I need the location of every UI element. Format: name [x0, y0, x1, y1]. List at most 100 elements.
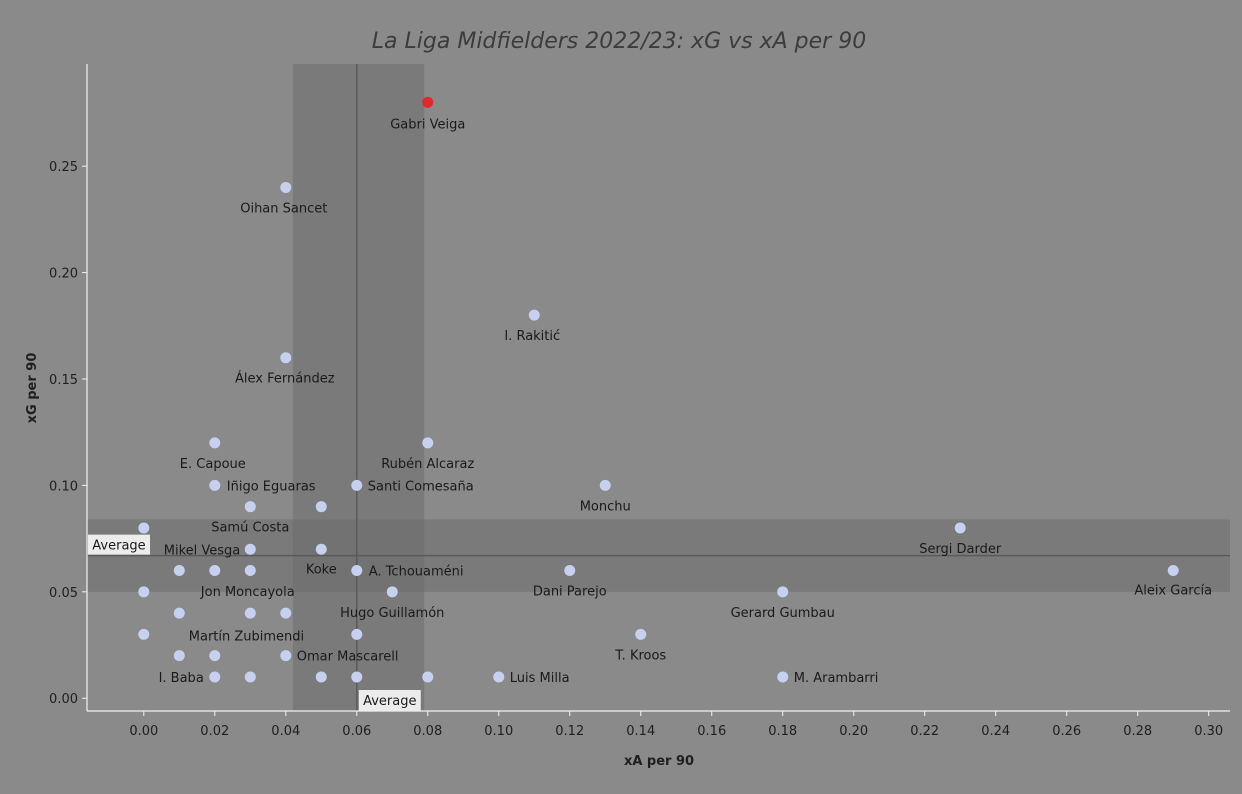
data-point: [244, 671, 256, 683]
x-tick-label: 0.02: [200, 724, 229, 739]
data-point: [493, 671, 505, 683]
point-label: Gabri Veiga: [390, 117, 465, 132]
average-bands: [87, 64, 1230, 711]
point-label: Oihan Sancet: [240, 201, 327, 216]
data-point: [209, 565, 221, 577]
point-label: T. Kroos: [614, 648, 666, 663]
x-tick-label: 0.16: [697, 724, 726, 739]
x-tick-label: 0.00: [129, 724, 158, 739]
point-label: Sergi Darder: [919, 542, 1002, 557]
point-label: Monchu: [580, 499, 631, 514]
data-point: [209, 650, 221, 662]
data-point: [280, 181, 292, 193]
data-point: [1167, 565, 1179, 577]
data-point: [315, 543, 327, 555]
data-point: [244, 543, 256, 555]
point-label: Gerard Gumbau: [731, 606, 835, 621]
data-point: [564, 565, 576, 577]
point-label: I. Baba: [159, 671, 204, 686]
point-label: Santi Comesaña: [368, 479, 474, 494]
data-point: [351, 671, 363, 683]
point-label: Luis Milla: [510, 671, 570, 686]
x-tick-label: 0.08: [413, 724, 442, 739]
y-tick-label: 0.00: [49, 692, 78, 707]
point-label: Aleix García: [1134, 584, 1212, 599]
y-tick-label: 0.05: [49, 586, 78, 601]
point-label: A. Tchouaméni: [369, 565, 464, 580]
point-label: Samú Costa: [211, 521, 289, 536]
x-tick-label: 0.12: [555, 724, 584, 739]
data-point: [351, 565, 363, 577]
y-tick-label: 0.25: [49, 160, 78, 175]
data-point: [280, 352, 292, 364]
data-point: [138, 522, 150, 534]
data-point: [209, 437, 221, 449]
y-axis-label: xG per 90: [25, 353, 40, 424]
y-tick-label: 0.10: [49, 479, 78, 494]
point-labels: Gabri Veiga Oihan Sancet I. Rakitić Álex Fe…: [159, 117, 1213, 686]
data-point: [173, 565, 185, 577]
x-tick-label: 0.26: [1052, 724, 1081, 739]
x-average-label: Average: [363, 694, 416, 709]
y-average-label: Average: [92, 539, 145, 554]
average-badges: Average Average: [88, 534, 421, 711]
data-point: [599, 479, 611, 491]
x-tick-label: 0.30: [1194, 724, 1223, 739]
x-tick-label: 0.10: [484, 724, 513, 739]
x-tick-label: 0.18: [768, 724, 797, 739]
data-point: [777, 586, 789, 598]
x-average-badge: [358, 690, 421, 711]
data-points: [138, 96, 1179, 683]
x-axis-label: xA per 90: [624, 754, 694, 769]
point-label: Omar Mascarell: [297, 650, 399, 665]
data-point: [422, 671, 434, 683]
data-point: [280, 650, 292, 662]
x-tick-label: 0.28: [1123, 724, 1152, 739]
point-label: Dani Parejo: [533, 585, 607, 600]
x-tick-label: 0.06: [342, 724, 371, 739]
point-label: I. Rakitić: [504, 329, 560, 344]
point-label: M. Arambarri: [794, 671, 879, 686]
data-point: [528, 309, 540, 321]
data-point: [351, 479, 363, 491]
data-point: [635, 628, 647, 640]
point-label: E. Capoue: [180, 457, 246, 472]
data-point: [315, 501, 327, 513]
data-point: [351, 628, 363, 640]
x-tick-label: 0.24: [981, 724, 1010, 739]
data-point: [173, 650, 185, 662]
point-label: Mikel Vesga: [164, 543, 241, 558]
y-tick-label: 0.20: [49, 267, 78, 282]
data-point: [244, 565, 256, 577]
data-point: [138, 628, 150, 640]
data-point: [173, 607, 185, 619]
data-point: [280, 607, 292, 619]
data-point: [209, 671, 221, 683]
point-label: Hugo Guillamón: [340, 606, 444, 621]
data-point: [209, 479, 221, 491]
point-label: Iñigo Eguaras: [227, 479, 316, 494]
x-tick-label: 0.14: [626, 724, 655, 739]
data-point: [386, 586, 398, 598]
point-label: Jon Moncayola: [200, 585, 295, 600]
chart-title: La Liga Midfielders 2022/23: xG vs xA pe…: [372, 29, 866, 54]
data-point: [954, 522, 966, 534]
x-average-band: [292, 64, 425, 711]
y-tick-label: 0.15: [49, 373, 78, 388]
axes: 0.00 0.02 0.04 0.06 0.08 0.10 0.12 0.14 0.16 0.18…: [49, 64, 1230, 739]
point-label: Koke: [306, 562, 337, 577]
data-point: [138, 586, 150, 598]
x-tick-label: 0.22: [910, 724, 939, 739]
data-point: [422, 437, 434, 449]
x-tick-label: 0.20: [839, 724, 868, 739]
point-label: Rubén Alcaraz: [381, 457, 474, 472]
x-tick-label: 0.04: [271, 724, 300, 739]
data-point: [244, 501, 256, 513]
point-label: Martín Zubimendi: [189, 629, 304, 644]
data-point: [777, 671, 789, 683]
data-point: [422, 96, 434, 108]
point-label: Álex Fernández: [235, 371, 335, 387]
data-point: [244, 607, 256, 619]
data-point: [315, 671, 327, 683]
